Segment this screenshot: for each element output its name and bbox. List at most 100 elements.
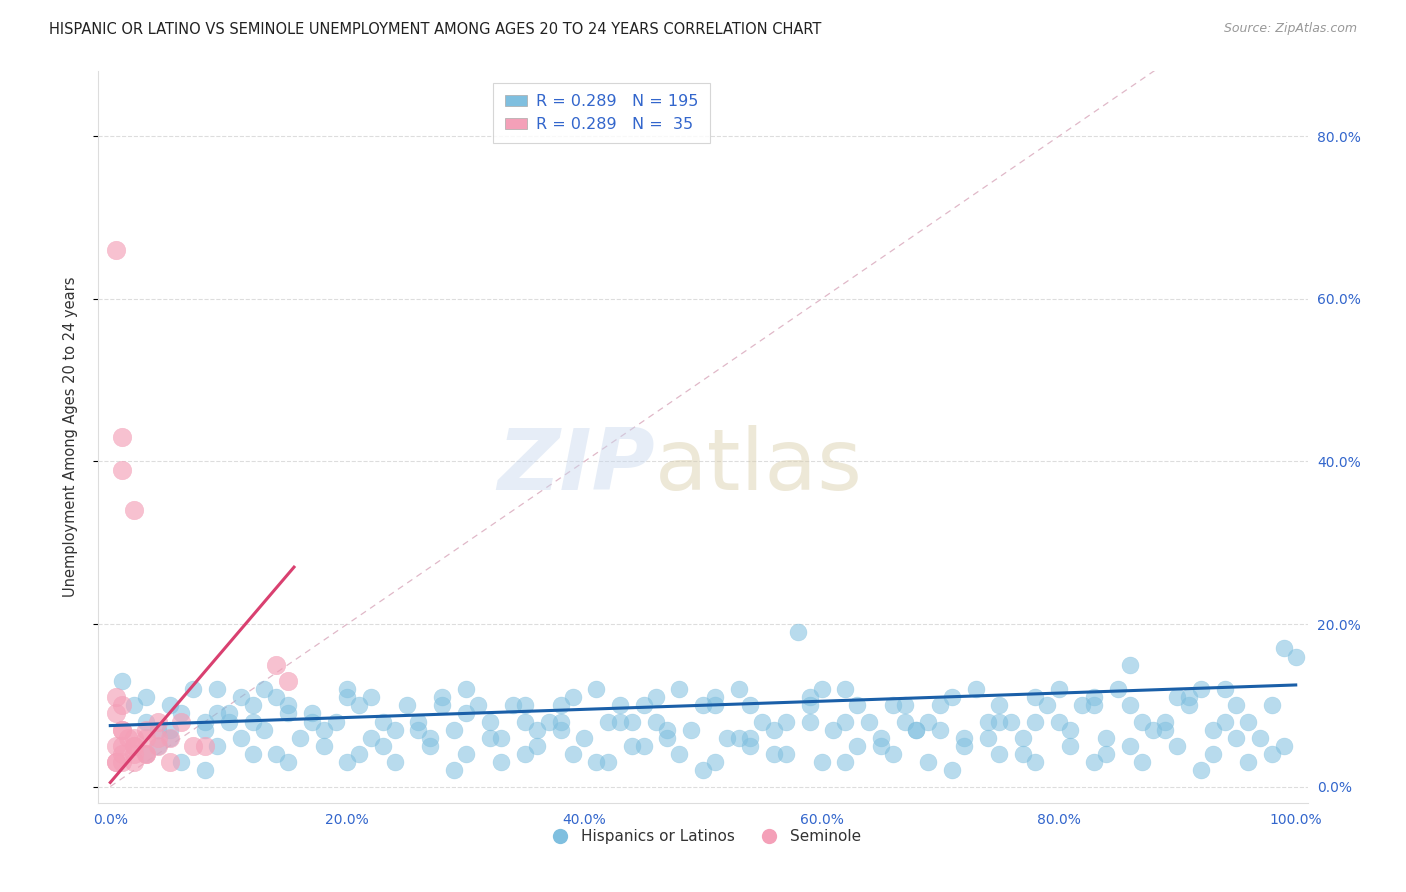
Point <box>105 243 128 257</box>
Point <box>253 723 276 737</box>
Point <box>312 723 335 737</box>
Text: atlas: atlas <box>655 425 863 508</box>
Point <box>371 739 394 753</box>
Point <box>159 731 181 745</box>
Point <box>1285 649 1308 664</box>
Point <box>181 681 204 696</box>
Point <box>1225 698 1247 713</box>
Point <box>384 755 406 769</box>
Point <box>1024 714 1046 729</box>
Point <box>347 747 370 761</box>
Point <box>561 690 583 705</box>
Point <box>846 739 869 753</box>
Point <box>491 731 513 745</box>
Point <box>432 690 454 705</box>
Point <box>117 731 139 745</box>
Point <box>181 739 204 753</box>
Point <box>122 731 145 745</box>
Point <box>205 739 228 753</box>
Point <box>1202 723 1225 737</box>
Point <box>135 747 157 761</box>
Point <box>325 714 347 729</box>
Point <box>882 698 904 713</box>
Point <box>1095 731 1118 745</box>
Point <box>941 764 963 778</box>
Point <box>146 739 169 753</box>
Point <box>550 698 572 713</box>
Point <box>775 714 797 729</box>
Point <box>810 681 832 696</box>
Point <box>799 690 821 705</box>
Text: HISPANIC OR LATINO VS SEMINOLE UNEMPLOYMENT AMONG AGES 20 TO 24 YEARS CORRELATIO: HISPANIC OR LATINO VS SEMINOLE UNEMPLOYM… <box>49 22 821 37</box>
Point <box>1213 714 1236 729</box>
Point <box>408 723 430 737</box>
Point <box>454 706 477 721</box>
Point <box>515 747 537 761</box>
Point <box>681 723 703 737</box>
Point <box>869 739 891 753</box>
Point <box>526 739 548 753</box>
Point <box>105 755 128 769</box>
Point <box>454 681 477 696</box>
Point <box>277 673 299 688</box>
Point <box>976 714 998 729</box>
Point <box>1071 698 1094 713</box>
Point <box>834 714 856 729</box>
Legend: Hispanics or Latinos, Seminole: Hispanics or Latinos, Seminole <box>538 822 868 850</box>
Point <box>194 739 217 753</box>
Point <box>917 714 939 729</box>
Point <box>799 714 821 729</box>
Point <box>869 731 891 745</box>
Point <box>111 698 134 713</box>
Point <box>515 714 537 729</box>
Point <box>1202 747 1225 761</box>
Point <box>336 681 359 696</box>
Point <box>288 731 311 745</box>
Point <box>205 681 228 696</box>
Point <box>146 723 169 737</box>
Point <box>644 714 666 729</box>
Point <box>834 755 856 769</box>
Point <box>976 731 998 745</box>
Point <box>1189 681 1212 696</box>
Point <box>703 690 725 705</box>
Point <box>1237 714 1260 729</box>
Point <box>135 723 157 737</box>
Point <box>834 681 856 696</box>
Point <box>242 714 264 729</box>
Point <box>111 723 134 737</box>
Point <box>941 690 963 705</box>
Point <box>218 706 240 721</box>
Point <box>194 764 217 778</box>
Point <box>727 681 749 696</box>
Point <box>111 723 134 737</box>
Point <box>443 723 465 737</box>
Point <box>264 747 287 761</box>
Point <box>170 714 193 729</box>
Point <box>122 739 145 753</box>
Point <box>229 731 252 745</box>
Point <box>264 690 287 705</box>
Point <box>1012 747 1035 761</box>
Point <box>644 690 666 705</box>
Point <box>1272 641 1295 656</box>
Point <box>1154 723 1177 737</box>
Point <box>360 690 382 705</box>
Point <box>159 731 181 745</box>
Point <box>135 747 157 761</box>
Point <box>371 714 394 729</box>
Point <box>550 723 572 737</box>
Point <box>858 714 880 729</box>
Point <box>1166 690 1188 705</box>
Point <box>1225 731 1247 745</box>
Point <box>384 723 406 737</box>
Point <box>312 739 335 753</box>
Point <box>893 698 915 713</box>
Point <box>1166 739 1188 753</box>
Point <box>277 706 299 721</box>
Point <box>135 690 157 705</box>
Point <box>146 739 169 753</box>
Point <box>111 673 134 688</box>
Point <box>242 698 264 713</box>
Point <box>111 755 134 769</box>
